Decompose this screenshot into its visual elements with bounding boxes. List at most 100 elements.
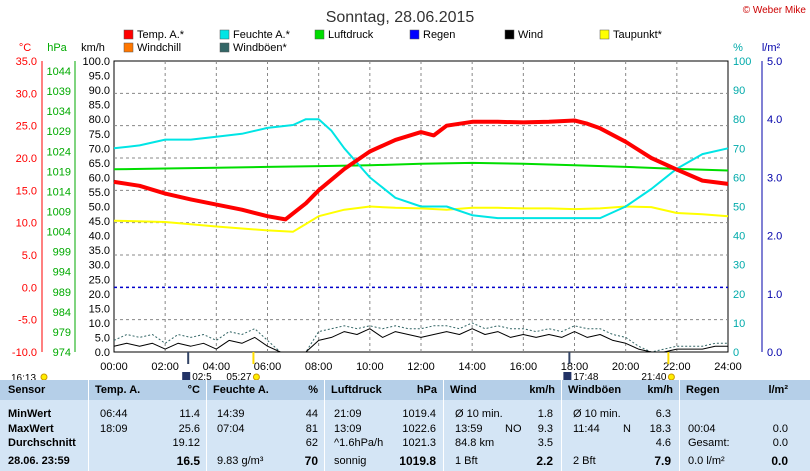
cell-press-value: 1022.6 bbox=[402, 423, 436, 435]
tick-label-wind: 10.0 bbox=[89, 318, 110, 330]
tick-label-hum: 10 bbox=[733, 318, 745, 330]
series-line-taupunkt bbox=[113, 205, 729, 233]
tick-label-hum: 60 bbox=[733, 172, 745, 184]
cell-temp-value: 25.6 bbox=[178, 423, 200, 435]
separator bbox=[88, 380, 89, 471]
tick-label-wind: 20.0 bbox=[89, 289, 110, 301]
cell-rain-value: 0.0 bbox=[771, 454, 788, 468]
tick-label-x: 10:00 bbox=[356, 361, 384, 373]
sun-icon bbox=[667, 373, 675, 380]
tick-label-rain: 1.0 bbox=[767, 289, 782, 301]
separator bbox=[324, 380, 325, 471]
tick-label-x: 14:00 bbox=[458, 361, 486, 373]
cell-wind-label: 13:59 bbox=[455, 423, 483, 435]
header-gust: Windböen bbox=[568, 384, 622, 396]
tick-label-press: 1024 bbox=[47, 146, 71, 158]
tick-label-press: 999 bbox=[53, 247, 71, 259]
moonrise-label: 02:5 bbox=[192, 372, 212, 380]
grid bbox=[114, 61, 728, 352]
cell-gust-label: Ø 10 min. bbox=[573, 408, 621, 420]
tick-label-rain: 4.0 bbox=[767, 114, 782, 126]
series-layer bbox=[113, 118, 729, 353]
cell-temp-value: 11.4 bbox=[179, 408, 200, 420]
cell-gust-label: 11:44 bbox=[573, 423, 600, 435]
tick-label-wind: 5.0 bbox=[95, 332, 110, 344]
series-line-temp-a bbox=[113, 118, 729, 222]
tick-label-press: 989 bbox=[53, 287, 71, 299]
series-line-wind bbox=[113, 328, 728, 353]
axis-label-wind: km/h bbox=[81, 42, 105, 54]
tick-label-press: 1029 bbox=[47, 126, 71, 138]
cell-press-value: 1019.8 bbox=[399, 454, 436, 468]
tick-label-wind: 50.0 bbox=[89, 202, 110, 214]
legend-label: Temp. A.* bbox=[137, 29, 185, 41]
tick-label-press: 1044 bbox=[47, 66, 71, 78]
credit-text: © Weber Mike bbox=[743, 5, 807, 16]
cell-gust-value: 6.3 bbox=[655, 408, 671, 420]
cell-hum-value: 44 bbox=[305, 408, 318, 420]
header-rain-unit: l/m² bbox=[768, 384, 788, 396]
tick-label-temp: 0.0 bbox=[22, 282, 37, 294]
cell-rain-value: 0.0 bbox=[772, 437, 788, 449]
tick-label-wind: 45.0 bbox=[89, 216, 110, 228]
legend-label: Feuchte A.* bbox=[233, 29, 291, 41]
sun-icon bbox=[252, 373, 260, 380]
cell-press-time: ^1.6hPa/h bbox=[334, 437, 384, 449]
cell-temp-time: 06:44 bbox=[100, 408, 128, 420]
axis-label-press: hPa bbox=[47, 42, 67, 54]
series-line-feuchte-a bbox=[113, 118, 729, 220]
sunset-label: 21:40 bbox=[641, 372, 666, 380]
tick-label-wind: 25.0 bbox=[89, 274, 110, 286]
header-press: Luftdruck bbox=[331, 384, 382, 396]
chart-title: Sonntag, 28.06.2015 bbox=[326, 9, 475, 26]
tick-label-x: 04:00 bbox=[203, 361, 231, 373]
tick-label-x: 22:00 bbox=[663, 361, 691, 373]
moonset-label: 17:48 bbox=[573, 372, 598, 380]
tick-label-press: 984 bbox=[53, 307, 71, 319]
header-press-unit: hPa bbox=[416, 384, 437, 396]
cell-wind-value: 1.8 bbox=[537, 408, 553, 420]
header-gust-unit: km/h bbox=[647, 384, 673, 396]
cell-gust-dir: N bbox=[623, 423, 631, 435]
tick-label-wind: 40.0 bbox=[89, 231, 110, 243]
cell-wind-label: Ø 10 min. bbox=[455, 408, 503, 420]
cell-gust-label: 2 Bft bbox=[573, 455, 596, 467]
stats-table: Sensor Temp. A. °C Feuchte A. % Luftdruc… bbox=[0, 380, 810, 471]
series-line-luftdruck bbox=[113, 161, 729, 172]
tick-label-x: 06:00 bbox=[254, 361, 282, 373]
legend-swatch bbox=[504, 29, 515, 40]
header-rain: Regen bbox=[686, 384, 720, 396]
tick-label-x: 16:00 bbox=[510, 361, 538, 373]
tick-label-hum: 90 bbox=[733, 85, 745, 97]
cell-wind-label: 1 Bft bbox=[455, 455, 478, 467]
cell-wind-label: 84.8 km bbox=[455, 437, 495, 449]
tick-label-wind: 90.0 bbox=[89, 85, 110, 97]
legend-label: Taupunkt* bbox=[613, 29, 663, 41]
tick-label-wind: 75.0 bbox=[89, 129, 110, 141]
cell-wind-value: 9.3 bbox=[537, 423, 553, 435]
tick-label-wind: 0.0 bbox=[95, 347, 110, 359]
tick-label-rain: 2.0 bbox=[767, 231, 782, 243]
tick-label-hum: 80 bbox=[733, 114, 745, 126]
tick-label-hum: 0 bbox=[733, 347, 739, 359]
cell-press-value: 1021.3 bbox=[402, 437, 436, 449]
axes: °C hPa km/h% l/m² 35.0 30.0 25.0 20.0 15.0 10.0 5.… bbox=[12, 42, 782, 373]
day-length-label: 16:13 bbox=[11, 373, 36, 380]
legend-label: Regen bbox=[423, 29, 455, 41]
tick-label-x: 18:00 bbox=[561, 361, 589, 373]
cell-rain-label: 0.0 l/m² bbox=[688, 455, 725, 467]
tick-label-temp: 5.0 bbox=[22, 250, 37, 262]
legend-swatch bbox=[409, 29, 420, 40]
tick-label-temp: -10.0 bbox=[12, 347, 37, 359]
cell-gust-value: 7.9 bbox=[654, 454, 671, 468]
legend-label: Windböen* bbox=[233, 42, 288, 54]
legend-label: Wind bbox=[518, 29, 543, 41]
cell-press-value: 1019.4 bbox=[402, 408, 436, 420]
legend-swatch bbox=[599, 29, 610, 40]
tick-label-temp: 30.0 bbox=[16, 88, 37, 100]
header-hum-unit: % bbox=[308, 384, 318, 396]
tick-label-hum: 30 bbox=[733, 260, 745, 272]
tick-label-hum: 20 bbox=[733, 289, 745, 301]
cell-temp-value: 19.12 bbox=[172, 437, 200, 449]
tick-label-wind: 60.0 bbox=[89, 172, 110, 184]
